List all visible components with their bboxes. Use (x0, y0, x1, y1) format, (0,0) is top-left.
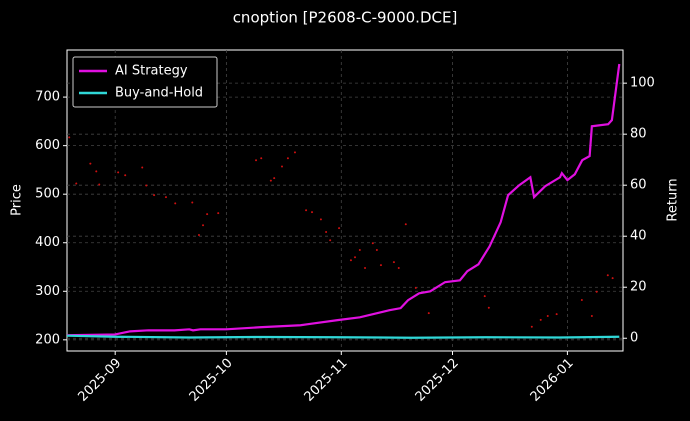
price-dot (397, 266, 400, 269)
price-dot (269, 179, 272, 182)
y-axis-label: Price (10, 184, 25, 216)
chart-title: cnoption [P2608-C-9000.DCE] (233, 9, 458, 27)
price-dot (255, 159, 258, 162)
y2-tick-label: 0 (630, 331, 638, 346)
price-dot (487, 306, 490, 309)
price-dot (595, 290, 598, 293)
price-dot (611, 277, 614, 280)
price-dot (319, 218, 322, 221)
price-dot (197, 233, 200, 236)
price-dot (338, 227, 341, 230)
price-dot (539, 318, 542, 321)
price-dot (68, 136, 71, 139)
y2-axis-label: Return (666, 178, 681, 221)
price-dot (392, 261, 395, 264)
price-dot (364, 266, 367, 269)
y2-tick-label: 100 (630, 76, 655, 91)
x-tick-label: 2025-12 (413, 356, 462, 405)
price-dot (555, 313, 558, 316)
price-dot (427, 312, 430, 315)
price-dot (273, 177, 276, 180)
price-dot (95, 170, 98, 173)
price-dot (349, 259, 352, 262)
y2-tick-label: 60 (630, 178, 647, 193)
price-dot (371, 242, 374, 245)
price-dot (293, 151, 296, 154)
legend-label: AI Strategy (115, 64, 188, 79)
price-dot (483, 295, 486, 298)
price-dot (404, 223, 407, 226)
y-tick-label: 500 (35, 187, 60, 202)
price-dot (206, 213, 209, 216)
price-dot (606, 274, 609, 277)
price-dot (89, 162, 92, 165)
price-dot (98, 183, 101, 186)
price-dot (375, 249, 378, 252)
price-dot (354, 256, 357, 259)
y2-tick-label: 80 (630, 127, 647, 142)
price-dot (305, 209, 308, 212)
y-tick-label: 300 (35, 284, 60, 299)
price-dot (329, 239, 332, 242)
price-dot (325, 231, 328, 234)
x-tick-label: 2025-09 (75, 356, 124, 405)
price-dot (590, 315, 593, 318)
price-dot (260, 157, 263, 160)
series-line (66, 63, 621, 337)
plot-frame (66, 49, 624, 352)
price-dot (530, 325, 533, 328)
price-dot (280, 165, 283, 168)
price-dot (141, 166, 144, 169)
price-dot (546, 315, 549, 318)
price-dot (153, 194, 156, 197)
price-dot (580, 299, 583, 302)
y2-tick-label: 40 (630, 229, 647, 244)
y-tick-label: 400 (35, 235, 60, 250)
price-dot (174, 202, 177, 205)
price-dot (311, 211, 314, 214)
price-dot (286, 157, 289, 160)
price-dot (117, 171, 120, 174)
price-dot (414, 286, 417, 289)
legend-box (72, 56, 218, 108)
legend-label: Buy-and-Hold (115, 86, 203, 101)
price-dot (379, 264, 382, 267)
price-dot (145, 184, 148, 187)
price-dot (164, 196, 167, 199)
price-dot (191, 201, 194, 204)
y-tick-label: 600 (35, 138, 60, 153)
x-tick-label: 2026-01 (528, 356, 577, 405)
price-dot (358, 249, 361, 252)
price-dot (202, 224, 205, 227)
price-dot (75, 182, 78, 185)
y-tick-label: 700 (35, 90, 60, 105)
x-tick-label: 2025-10 (187, 356, 236, 405)
price-dot (217, 212, 220, 215)
series-line (66, 334, 620, 339)
y-tick-label: 200 (35, 332, 60, 347)
y2-tick-label: 20 (630, 280, 647, 295)
x-tick-label: 2025-11 (302, 356, 351, 405)
price-dot (124, 174, 127, 177)
